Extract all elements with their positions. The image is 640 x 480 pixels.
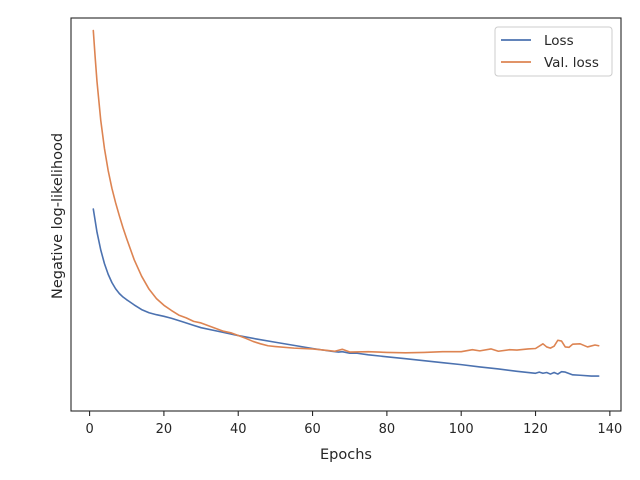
series-line-2 [92, 29, 600, 354]
legend-label: Loss [544, 33, 574, 49]
x-tick-label: 0 [85, 422, 93, 437]
legend: Loss Val. loss [494, 26, 613, 77]
x-tick-label: 140 [597, 422, 622, 437]
x-tick-label: 120 [523, 422, 548, 437]
x-tick-label: 60 [304, 422, 321, 437]
x-tick-label: 20 [156, 422, 173, 437]
x-tick-label: 80 [379, 422, 396, 437]
x-tick-label: 40 [230, 422, 247, 437]
x-tick-label: 100 [449, 422, 474, 437]
x-axis-label: Epochs [320, 447, 372, 463]
series-layer [92, 29, 600, 377]
x-axis-ticks: 0 20 40 60 80 100 120 140 [85, 411, 622, 437]
plot-area [70, 17, 622, 412]
legend-label: Val. loss [544, 55, 599, 71]
y-axis-label: Negative log-likelihood [50, 133, 66, 299]
